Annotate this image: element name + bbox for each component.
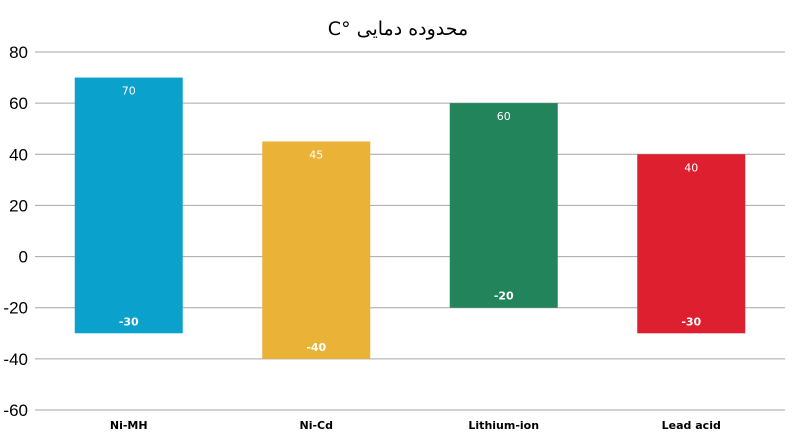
bar-lead-acid (637, 154, 746, 334)
y-tick-label: -40 (3, 350, 28, 369)
bar-min-label: -30 (681, 315, 701, 328)
chart-title: محدوده دمایی °C (328, 18, 468, 40)
x-axis: Ni-MH Ni-Cd Lithium-ion Lead acid (110, 419, 721, 432)
y-tick-label: 80 (9, 43, 28, 62)
bars: 70 -30 45 -40 60 -20 40 -30 (74, 77, 746, 359)
x-category-label: Lead acid (662, 419, 721, 432)
y-tick-label: 60 (9, 94, 28, 113)
x-category-label: Ni-Cd (300, 419, 334, 432)
y-axis: 80 60 40 20 0 -20 -40 -60 (3, 43, 28, 420)
x-category-label: Lithium-ion (468, 419, 539, 432)
bar-min-label: -30 (119, 315, 139, 328)
bar-max-label: 40 (684, 161, 698, 174)
bar-min-label: -40 (306, 341, 326, 354)
bar-ni-cd (262, 141, 371, 359)
bar-max-label: 70 (122, 85, 136, 98)
bar-min-label: -20 (494, 290, 514, 303)
y-tick-label: 40 (9, 145, 28, 164)
y-tick-label: -20 (3, 299, 28, 318)
y-tick-label: 0 (19, 248, 28, 267)
x-category-label: Ni-MH (110, 419, 148, 432)
y-tick-label: -60 (3, 401, 28, 420)
bar-ni-mh (74, 77, 183, 334)
y-tick-label: 20 (9, 196, 28, 215)
bar-max-label: 45 (309, 149, 323, 162)
bar-max-label: 60 (497, 110, 511, 123)
bar-lithium-ion (449, 103, 558, 308)
